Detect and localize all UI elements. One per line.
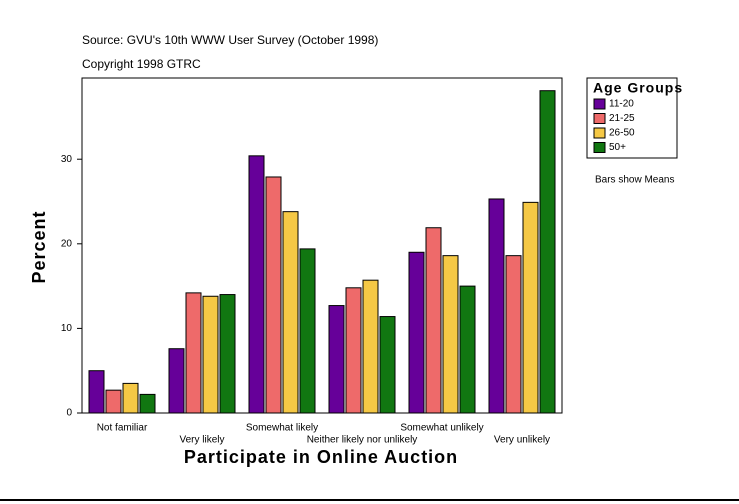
bar xyxy=(122,382,139,414)
y-axis-title: Percent xyxy=(29,210,49,283)
bar xyxy=(459,285,476,414)
x-axis-title: Participate in Online Auction xyxy=(184,447,458,467)
legend-label: 26-50 xyxy=(609,128,635,139)
bar xyxy=(185,292,202,414)
y-tick-label: 0 xyxy=(66,408,72,419)
chart-subtitle: Copyright 1998 GTRC xyxy=(82,57,201,71)
bar xyxy=(299,248,316,414)
bar xyxy=(379,316,396,414)
bar xyxy=(345,287,362,414)
bar xyxy=(265,176,282,414)
bar xyxy=(408,251,425,414)
bar xyxy=(328,305,345,414)
x-tick-label: Somewhat unlikely xyxy=(400,423,483,434)
y-tick-label: 20 xyxy=(61,238,73,249)
bar xyxy=(202,295,219,414)
bar xyxy=(539,90,556,414)
legend-swatch xyxy=(593,142,606,153)
chart-title: Source: GVU's 10th WWW User Survey (Octo… xyxy=(82,33,378,47)
x-tick-label: Very unlikely xyxy=(494,435,550,446)
y-tick-label: 10 xyxy=(61,323,73,334)
bar xyxy=(505,255,522,414)
bar xyxy=(522,201,539,414)
legend-label: 11-20 xyxy=(609,99,634,110)
bar xyxy=(425,227,442,414)
bar xyxy=(105,389,122,414)
bar xyxy=(88,370,105,414)
x-tick-label: Neither likely nor unlikely xyxy=(307,435,418,446)
bar xyxy=(139,393,156,414)
plot-frame xyxy=(81,77,563,414)
legend-label: 50+ xyxy=(609,142,626,153)
bar xyxy=(282,211,299,414)
legend-title: Age Groups xyxy=(593,80,683,96)
y-tick-label: 30 xyxy=(61,154,73,165)
x-tick-label: Very likely xyxy=(179,435,224,446)
note: Bars show Means xyxy=(595,175,674,186)
bar xyxy=(248,155,265,414)
bar xyxy=(488,198,505,414)
bar xyxy=(362,279,379,414)
legend-swatch xyxy=(593,113,606,124)
legend-swatch xyxy=(593,98,606,110)
bar xyxy=(442,255,459,414)
x-tick-label: Somewhat likely xyxy=(246,423,318,434)
bar xyxy=(219,294,236,414)
x-tick-label: Not familiar xyxy=(97,423,148,434)
bar xyxy=(168,348,185,414)
legend-label: 21-25 xyxy=(609,113,635,124)
legend-swatch xyxy=(593,127,606,139)
